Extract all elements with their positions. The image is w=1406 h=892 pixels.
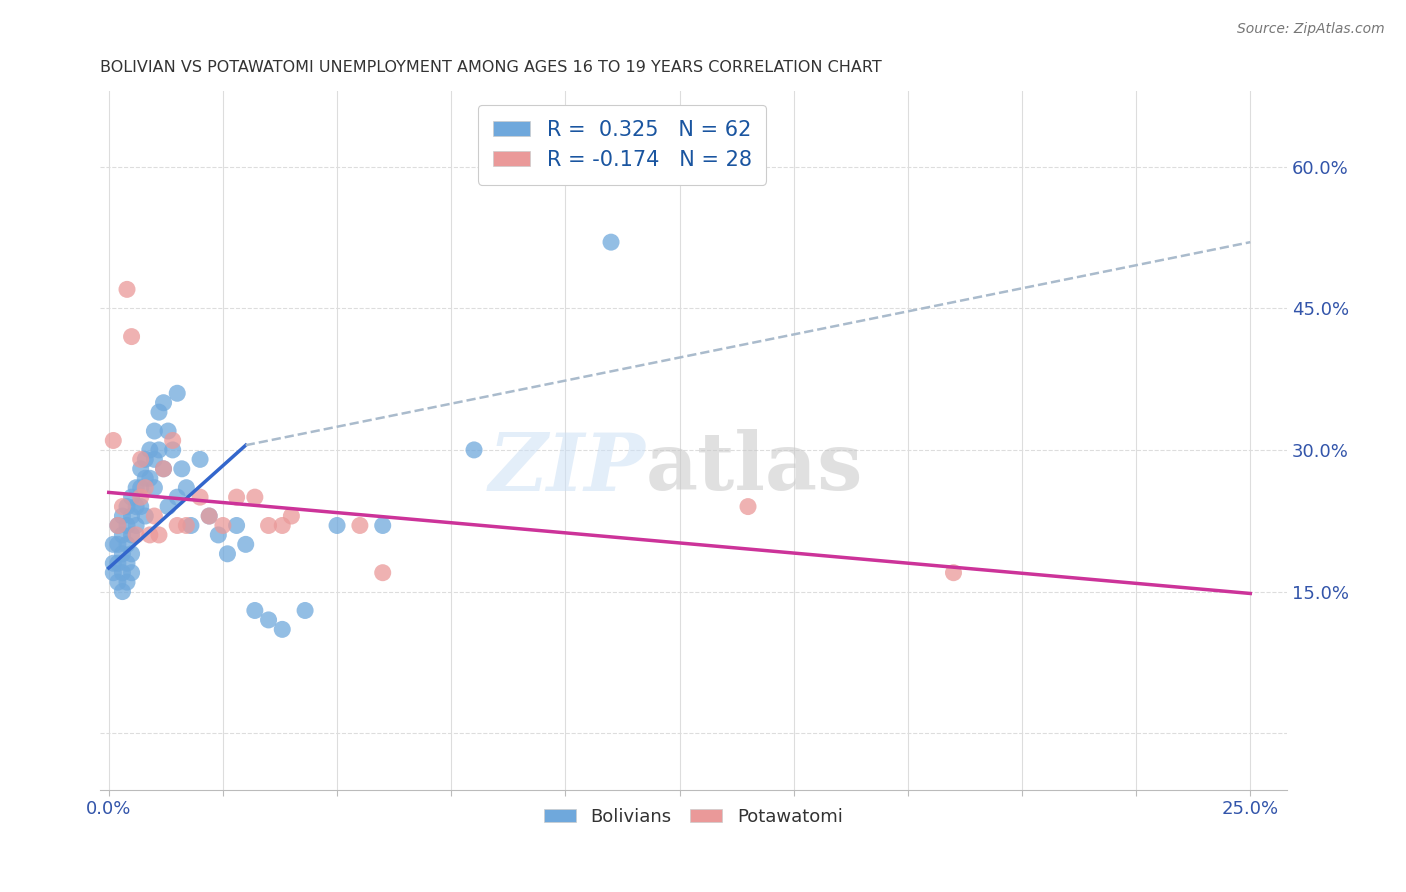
Point [148, 405, 170, 419]
Point [217, 547, 239, 561]
Point [103, 537, 125, 551]
Point [157, 424, 180, 438]
Point [107, 575, 129, 590]
Point [243, 603, 266, 617]
Point [166, 386, 188, 401]
Point [257, 613, 280, 627]
Point [134, 471, 156, 485]
Point [107, 556, 129, 570]
Point [107, 537, 129, 551]
Point [134, 509, 156, 524]
Point [143, 424, 166, 438]
Point [107, 518, 129, 533]
Point [111, 500, 134, 514]
Point [111, 528, 134, 542]
Point [125, 481, 148, 495]
Point [371, 566, 394, 580]
Point [326, 518, 349, 533]
Point [143, 452, 166, 467]
Point [125, 528, 148, 542]
Point [212, 518, 235, 533]
Point [463, 442, 485, 457]
Point [737, 500, 759, 514]
Point [125, 500, 148, 514]
Point [125, 518, 148, 533]
Point [115, 537, 138, 551]
Point [271, 623, 294, 637]
Point [198, 509, 221, 524]
Point [225, 490, 247, 504]
Point [257, 518, 280, 533]
Point [180, 518, 202, 533]
Point [134, 452, 156, 467]
Point [152, 395, 174, 409]
Point [103, 434, 125, 448]
Point [235, 537, 257, 551]
Point [121, 329, 143, 343]
Point [115, 500, 138, 514]
Point [166, 518, 188, 533]
Point [115, 556, 138, 570]
Point [176, 481, 198, 495]
Point [166, 490, 188, 504]
Point [115, 518, 138, 533]
Point [170, 462, 193, 476]
Point [121, 566, 143, 580]
Point [349, 518, 371, 533]
Point [371, 518, 394, 533]
Point [115, 282, 138, 296]
Point [243, 490, 266, 504]
Text: atlas: atlas [645, 429, 863, 508]
Point [143, 481, 166, 495]
Text: ZIP: ZIP [489, 430, 645, 508]
Text: BOLIVIAN VS POTAWATOMI UNEMPLOYMENT AMONG AGES 16 TO 19 YEARS CORRELATION CHART: BOLIVIAN VS POTAWATOMI UNEMPLOYMENT AMON… [100, 60, 882, 75]
Point [207, 528, 229, 542]
Point [129, 481, 152, 495]
Point [129, 452, 152, 467]
Point [148, 442, 170, 457]
Legend: Bolivians, Potawatomi: Bolivians, Potawatomi [537, 801, 849, 833]
Point [115, 575, 138, 590]
Point [111, 566, 134, 580]
Text: Source: ZipAtlas.com: Source: ZipAtlas.com [1237, 22, 1385, 37]
Point [600, 235, 623, 249]
Point [271, 518, 294, 533]
Point [157, 500, 180, 514]
Point [162, 434, 184, 448]
Point [121, 528, 143, 542]
Point [148, 528, 170, 542]
Point [942, 566, 965, 580]
Point [225, 518, 247, 533]
Point [139, 471, 162, 485]
Point [198, 509, 221, 524]
Point [129, 462, 152, 476]
Point [103, 566, 125, 580]
Point [176, 518, 198, 533]
Point [129, 500, 152, 514]
Point [111, 547, 134, 561]
Point [111, 509, 134, 524]
Point [139, 442, 162, 457]
Point [129, 490, 152, 504]
Point [188, 490, 211, 504]
Point [103, 556, 125, 570]
Point [188, 452, 211, 467]
Point [294, 603, 316, 617]
Point [107, 518, 129, 533]
Point [121, 509, 143, 524]
Point [121, 490, 143, 504]
Point [280, 509, 302, 524]
Point [152, 462, 174, 476]
Point [152, 462, 174, 476]
Point [134, 481, 156, 495]
Point [111, 584, 134, 599]
Point [121, 547, 143, 561]
Point [162, 442, 184, 457]
Point [139, 528, 162, 542]
Point [143, 509, 166, 524]
